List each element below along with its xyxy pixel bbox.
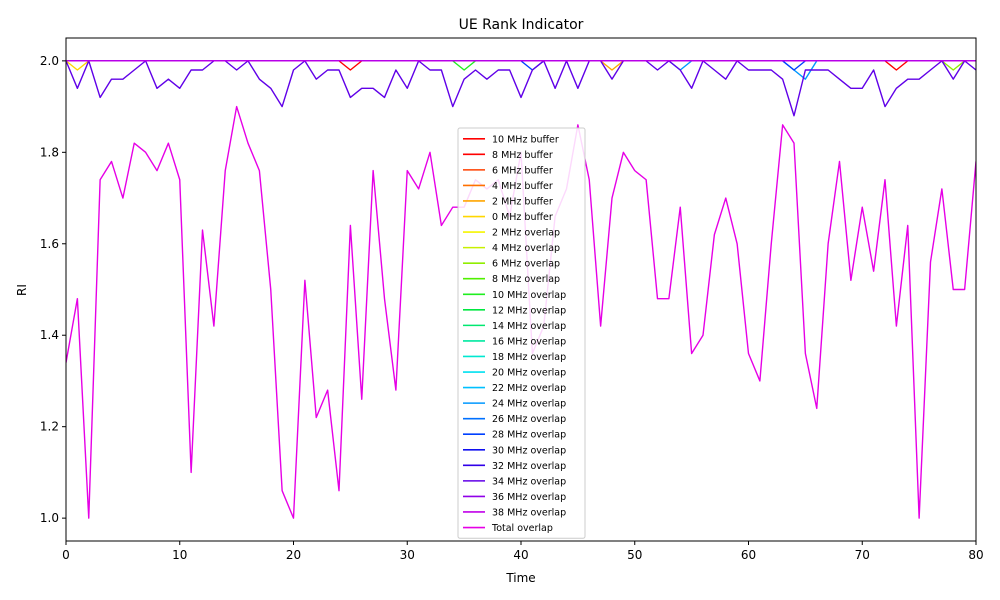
legend: 10 MHz buffer 8 MHz buffer 6 MHz buffer 4 M… — [457, 127, 586, 539]
y-tick-label: 1.4 — [40, 328, 59, 342]
legend-label: 20 MHz overlap — [492, 368, 566, 379]
legend-box — [457, 127, 586, 539]
legend-label: 4 MHz buffer — [492, 181, 553, 192]
legend-label: 12 MHz overlap — [492, 305, 566, 316]
x-tick-label: 60 — [741, 548, 756, 562]
x-tick-label: 0 — [62, 548, 70, 562]
legend-label: 10 MHz buffer — [492, 134, 559, 145]
legend-label: 2 MHz overlap — [492, 228, 560, 239]
x-tick-label: 30 — [400, 548, 415, 562]
legend-label: 2 MHz buffer — [492, 196, 553, 207]
legend-label: 6 MHz overlap — [492, 259, 560, 270]
legend-label: 4 MHz overlap — [492, 243, 560, 254]
legend-label: 8 MHz overlap — [492, 274, 560, 285]
legend-label: 30 MHz overlap — [492, 445, 566, 456]
legend-label: 14 MHz overlap — [492, 321, 566, 332]
plot-area — [66, 60, 976, 519]
y-tick-label: 1.0 — [40, 511, 59, 525]
y-axis-label: RI — [15, 284, 29, 296]
y-tick-label: 1.8 — [40, 145, 59, 159]
x-axis-label: Time — [505, 571, 535, 585]
y-tick-label: 2.0 — [40, 54, 59, 68]
y-tick-label: 1.6 — [40, 237, 59, 251]
x-tick-label: 50 — [627, 548, 642, 562]
legend-label: 38 MHz overlap — [492, 507, 566, 518]
legend-label: 6 MHz buffer — [492, 165, 553, 176]
legend-label: 26 MHz overlap — [492, 414, 566, 425]
x-tick-label: 80 — [968, 548, 983, 562]
legend-label: 28 MHz overlap — [492, 430, 566, 441]
legend-label: Total overlap — [491, 523, 553, 534]
legend-label: 34 MHz overlap — [492, 476, 566, 487]
legend-label: 22 MHz overlap — [492, 383, 566, 394]
x-tick-label: 10 — [172, 548, 187, 562]
legend-label: 36 MHz overlap — [492, 492, 566, 503]
chart-title: UE Rank Indicator — [459, 17, 584, 33]
legend-label: 18 MHz overlap — [492, 352, 566, 363]
x-tick-label: 70 — [855, 548, 870, 562]
legend-label: 10 MHz overlap — [492, 290, 566, 301]
legend-label: 32 MHz overlap — [492, 461, 566, 472]
legend-label: 16 MHz overlap — [492, 336, 566, 347]
legend-label: 24 MHz overlap — [492, 399, 566, 410]
legend-label: 0 MHz buffer — [492, 212, 553, 223]
legend-label: 8 MHz buffer — [492, 150, 553, 161]
x-axis: 0 10 20 30 40 50 60 70 80 — [62, 541, 984, 562]
y-tick-label: 1.2 — [40, 420, 59, 434]
x-tick-label: 40 — [513, 548, 528, 562]
x-tick-label: 20 — [286, 548, 301, 562]
y-axis: 1.0 1.2 1.4 1.6 1.8 2.0 — [40, 54, 66, 525]
